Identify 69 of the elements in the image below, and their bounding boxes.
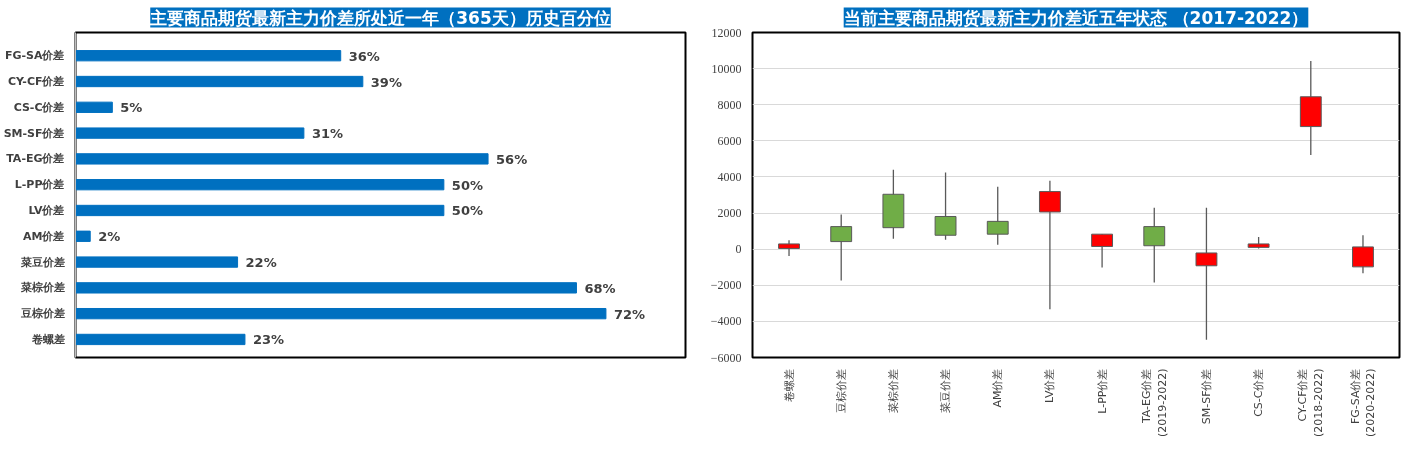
data-label: 36% [348,48,380,64]
x-tick-label: CY-CF价差 (2018-2022) [1296,368,1326,438]
candlestick [1038,180,1061,310]
bar [75,333,246,346]
y-tick-label: 菜棕价差 [19,281,65,295]
y-tick-label: 2000 [717,206,742,221]
bar [75,179,445,191]
data-label: 23% [252,332,285,348]
data-label: 31% [311,126,344,142]
data-label: 50% [451,203,483,219]
y-tick-label: 豆棕价差 [19,307,65,321]
x-tick-label: L-PP价差 [1095,368,1109,414]
y-tick-label: SM-SF价差 [3,126,65,140]
y-tick-label: 8000 [717,97,742,112]
data-label: 50% [451,177,483,193]
candlestick [1195,207,1218,341]
candlestick [986,186,1009,246]
y-tick-label: L-PP价差 [14,178,65,192]
data-label: 2% [98,229,121,245]
bar [75,256,239,268]
data-label: 68% [584,280,616,296]
candlestick [778,239,800,257]
x-tick-label: CS-C价差 [1252,368,1266,417]
bar [75,307,607,320]
bar [75,204,445,217]
data-label: 39% [370,74,402,90]
y-tick-label: 菜豆价差 [19,255,65,269]
data-label: 5% [120,100,143,116]
data-label: 72% [613,306,646,322]
y-tick-label: −4000 [710,314,742,329]
data-label: 22% [245,255,277,271]
candlestick [1091,233,1114,269]
candlestick [830,213,853,282]
data-label: 56% [496,151,528,167]
x-tick-label: FG-SA价差 (2020-2022) [1348,368,1378,438]
x-tick-label: SM-SF价差 [1199,368,1213,425]
y-tick-label: −2000 [710,278,742,293]
x-tick-label: 菜豆价差 [939,368,953,413]
bar [75,50,342,62]
bar [75,75,364,88]
y-tick-label: FG-SA价差 [4,49,65,63]
y-tick-label: 0 [735,242,742,257]
y-tick-label: TA-EG价差 [6,152,65,166]
y-tick-label: CS-C价差 [13,100,65,114]
x-tick-label: AM价差 [991,368,1005,408]
y-tick-label: 4000 [717,169,742,184]
chart-title: 当前主要商品期货最新主力价差近五年状态 （2017-2022） [843,7,1309,28]
y-tick-label: 卷螺差 [30,332,65,346]
chart-title: 主要商品期货最新主力价差所处近一年（365天）历史百分位 [149,7,611,28]
x-tick-label: 豆棕价差 [834,368,848,413]
y-tick-label: 10000 [711,61,742,76]
candlestick [1352,234,1374,274]
x-tick-label: LV价差 [1043,368,1057,403]
y-tick-label: LV价差 [28,203,65,217]
bar [75,101,113,113]
bar [75,127,305,139]
candlestick [934,171,957,241]
candlestick [1143,207,1166,284]
bar [75,282,577,294]
y-tick-label: CY-CF价差 [7,75,65,89]
y-tick-label: AM价差 [23,229,65,243]
x-tick-label: 卷螺差 [782,368,796,402]
y-tick-label: 12000 [711,25,742,40]
x-tick-label: TA-EG价差 (2019-2022) [1139,368,1169,438]
bar [75,230,91,242]
y-tick-label: 6000 [717,133,742,148]
y-tick-label: −6000 [710,350,742,365]
bar [75,153,489,165]
x-tick-label: 菜棕价差 [886,368,900,413]
